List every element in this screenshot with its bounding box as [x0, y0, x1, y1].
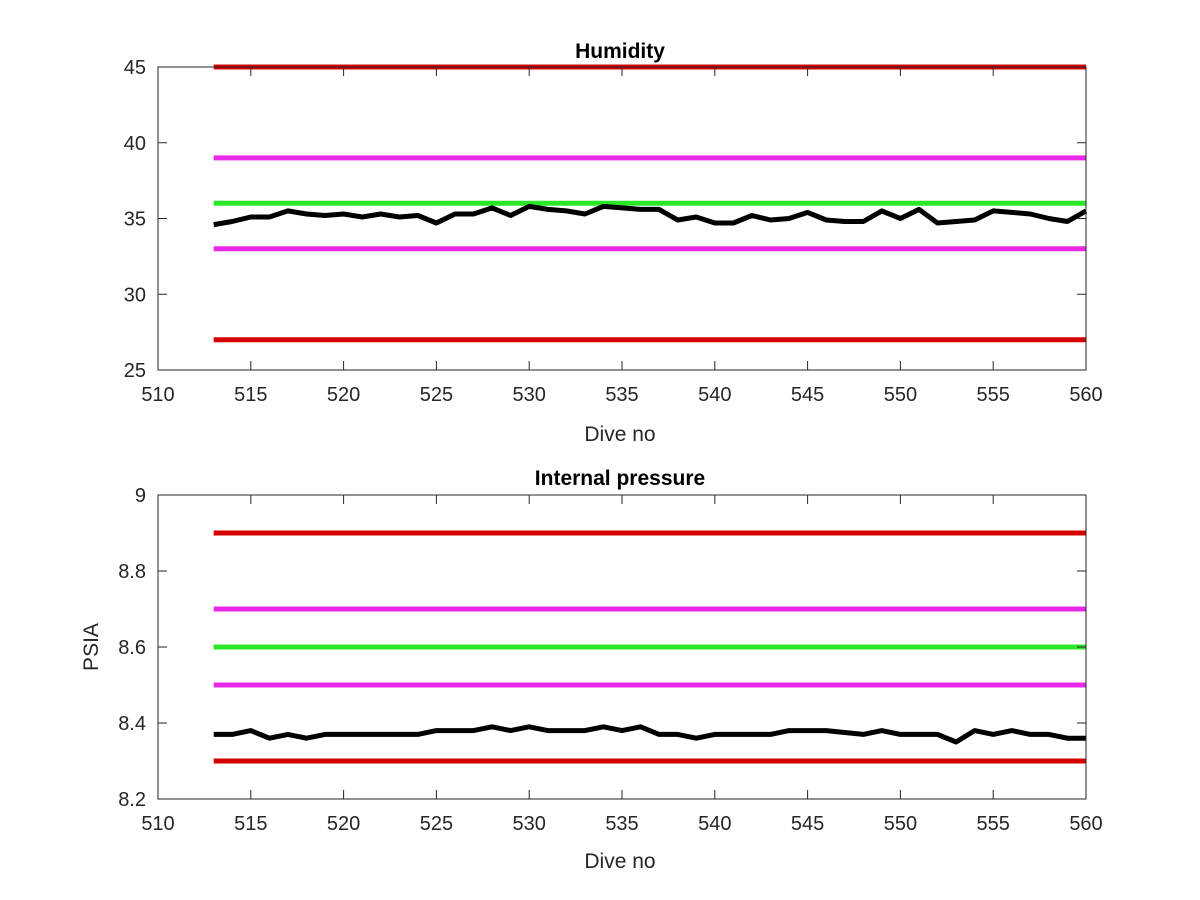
x-tick-label: 525: [420, 813, 453, 835]
x-tick-label: 515: [234, 813, 267, 835]
axes-box: [157, 66, 1087, 371]
y-tick-label: 35: [124, 209, 146, 231]
y-tick-label: 30: [124, 284, 146, 306]
y-tick-label: 8.8: [118, 561, 146, 583]
data-series-line: [213, 203, 1088, 228]
y-tick-label: 8.4: [118, 713, 146, 735]
x-tick-label: 520: [327, 384, 360, 406]
x-tick-label: 560: [1069, 384, 1102, 406]
x-tick-label: 545: [791, 813, 824, 835]
x-tick-label: 535: [605, 384, 638, 406]
x-tick-label: 555: [977, 813, 1010, 835]
x-tick-label: 530: [513, 813, 546, 835]
x-tick-label: 530: [513, 384, 546, 406]
humidity-plot: Humidity Dive no 510 515 520 525 530 535 540 54…: [124, 40, 1103, 446]
y-tick-label: 9: [135, 485, 146, 507]
x-tick-label: 525: [420, 384, 453, 406]
x-tick-label: 540: [698, 384, 731, 406]
x-tick-label: 550: [884, 813, 917, 835]
x-tick-label: 510: [141, 813, 174, 835]
x-tick-label: 545: [791, 384, 824, 406]
x-axis-label: Dive no: [584, 423, 655, 446]
y-axis-label: PSIA: [80, 623, 103, 671]
x-axis-label: Dive no: [584, 850, 655, 873]
y-tick-label: 8.6: [118, 637, 146, 659]
y-tick-label: 25: [124, 360, 146, 382]
x-tick-label: 510: [141, 384, 174, 406]
x-tick-label: 520: [327, 813, 360, 835]
plot-title: Humidity: [575, 40, 665, 63]
y-tick-label: 8.2: [118, 789, 146, 811]
y-tick-label: 40: [124, 133, 146, 155]
internal-pressure-plot: Internal pressure Dive no PSIA 510 515 520…: [80, 467, 1103, 873]
x-tick-label: 560: [1069, 813, 1102, 835]
plot-title: Internal pressure: [535, 467, 705, 490]
data-series-line: [213, 724, 1086, 745]
x-tick-label: 550: [884, 384, 917, 406]
y-tick-label: 45: [124, 57, 146, 79]
x-tick-label: 535: [605, 813, 638, 835]
x-tick-label: 515: [234, 384, 267, 406]
x-tick-label: 555: [977, 384, 1010, 406]
x-tick-label: 540: [698, 813, 731, 835]
